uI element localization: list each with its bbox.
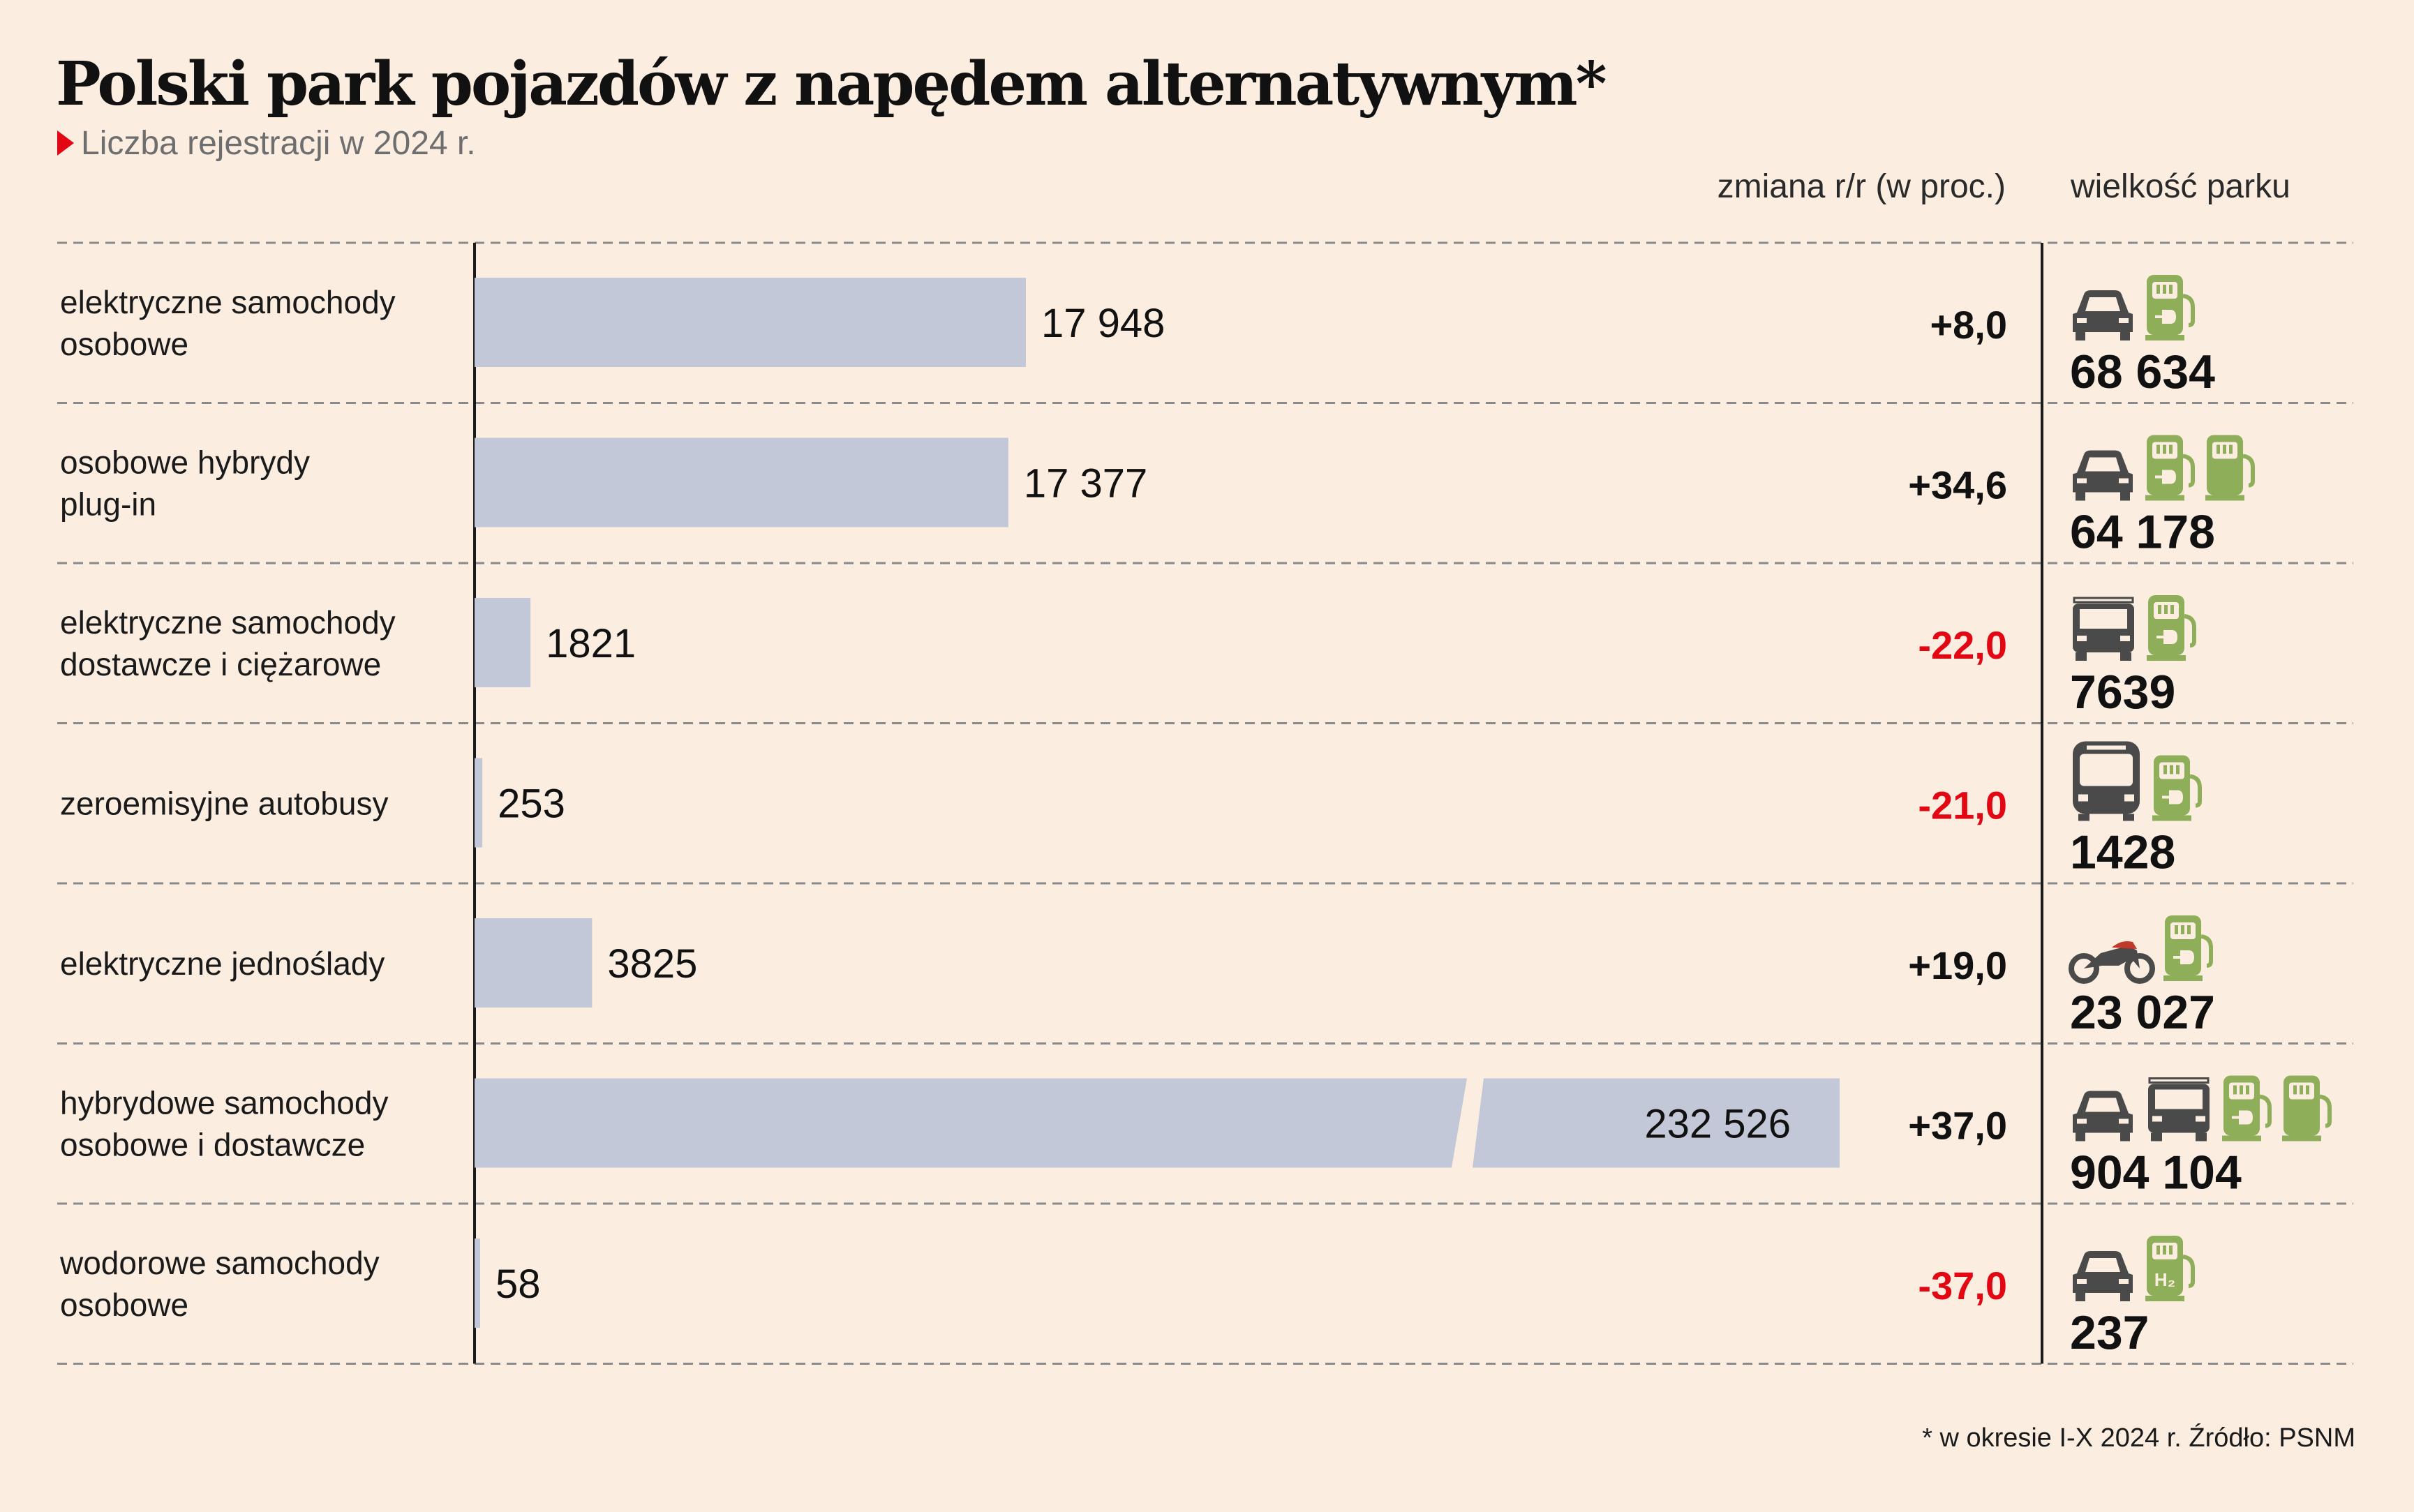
bar-row: zeroemisyjne autobusy 253 -21,0 1428 [60,741,2202,879]
bar [475,437,1008,527]
ev-charger-icon [2152,755,2202,821]
bus-icon [2073,741,2140,821]
ev-charger-icon [2222,1075,2272,1142]
footnote: * w okresie I-X 2024 r. Źródło: PSNM [1922,1423,2355,1453]
subtitle-text: Liczba rejestracji w 2024 r. [81,125,476,162]
change-value: +34,6 [1908,463,2007,507]
hydrogen-label: H₂ [2154,1269,2175,1290]
bar-value-label: 1821 [546,621,636,666]
bar-continuation [1473,1078,1840,1168]
change-value: +37,0 [1908,1103,2007,1147]
bar [475,278,1026,367]
fleet-size-value: 237 [2070,1306,2149,1359]
ev-charger-icon [2147,595,2196,661]
ev-charger-icon [2145,275,2195,340]
bar-value-label: 17 948 [1041,301,1165,346]
bar-row: hybrydowe samochody osobowe i dostawcze 23… [60,1075,2332,1199]
bar [475,918,593,1008]
change-column-header: zmiana r/r (w proc.) [1717,168,2006,205]
truck-icon [2073,597,2134,661]
change-value: +8,0 [1930,303,2007,347]
bar [475,758,483,848]
fuel-pump-icon [2205,435,2255,501]
change-value: +19,0 [1908,943,2007,987]
fleet-size-value: 904 104 [2070,1146,2242,1199]
bar-row: elektryczne jednoślady 3825 +19,0 23 027 [60,915,2215,1039]
bar-row: elektryczne samochody dostawcze i ciężaro… [60,595,2196,719]
bar-value-label: 17 377 [1024,461,1147,506]
bar-value-label: 3825 [607,941,697,987]
bar [475,1078,1467,1168]
fleet-size-value: 64 178 [2070,506,2215,559]
change-value: -37,0 [1918,1264,2007,1308]
car-icon [2073,1251,2133,1301]
fuel-pump-icon [2282,1075,2332,1142]
category-label: wodorowe samochody osobowe [59,1245,380,1323]
triangle-marker-icon [57,130,74,156]
truck-icon [2148,1077,2210,1142]
ev-charger-icon [2145,435,2195,501]
category-label: elektryczne samochody dostawcze i ciężaro… [60,604,396,682]
change-value: -22,0 [1918,623,2007,667]
hydrogen-pump-icon: H₂ [2145,1236,2195,1301]
fleet-size-value: 1428 [2070,826,2175,879]
change-value: -21,0 [1918,783,2007,827]
chart-subtitle: Liczba rejestracji w 2024 r. [57,124,476,163]
fleet-size-value: 7639 [2070,666,2175,719]
fleet-size-value: 23 027 [2070,986,2215,1039]
bar [475,598,531,687]
bar-value-label: 253 [498,781,565,826]
fleet-size-value: 68 634 [2070,345,2215,398]
category-label: zeroemisyjne autobusy [60,785,388,821]
category-label: elektryczne jednoślady [60,945,385,982]
fleet-column-header: wielkość parku [2071,168,2290,205]
category-label: elektryczne samochody osobowe [60,284,396,362]
bar-value-label: 232 526 [1644,1101,1791,1146]
bar-value-label: 58 [496,1262,541,1307]
car-icon [2073,450,2133,501]
car-icon [2073,1091,2133,1142]
bar-row: elektryczne samochody osobowe 17 948 +8,0 68… [60,275,2215,398]
bar-row: osobowe hybrydy plug-in 17 377 +34,6 64 178 [60,435,2255,559]
motorcycle-icon [2069,941,2155,984]
bar [475,1238,480,1328]
category-label: osobowe hybrydy plug-in [60,444,310,522]
category-label: hybrydowe samochody osobowe i dostawcze [60,1084,388,1162]
chart-title: Polski park pojazdów z napędem alternaty… [56,49,1607,119]
car-icon [2073,290,2133,340]
ev-charger-icon [2163,915,2213,981]
